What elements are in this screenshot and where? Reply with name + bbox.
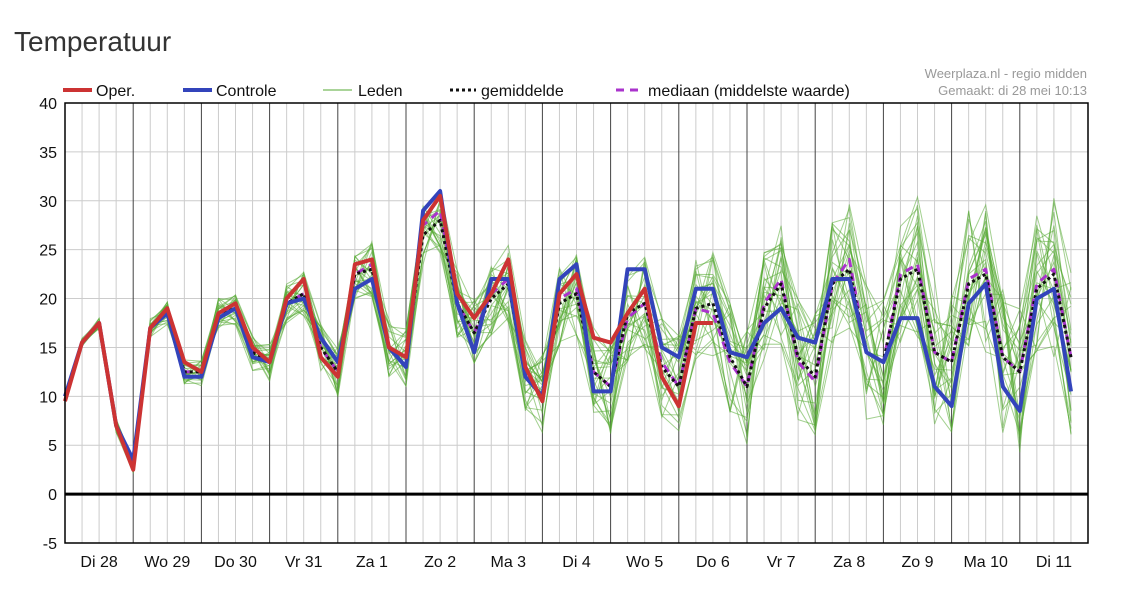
leden-member-line (64, 203, 1072, 459)
leden-member-line (64, 213, 1072, 462)
y-tick-label: 0 (48, 487, 57, 504)
series-line-mediaan (63, 209, 1073, 467)
x-tick-label: Zo 9 (901, 554, 933, 571)
series-line-controle (63, 189, 1073, 462)
y-tick-label: 30 (39, 194, 57, 211)
y-tick-label: 5 (48, 438, 57, 455)
x-tick-label: Ma 3 (491, 554, 527, 571)
y-tick-label: 40 (39, 96, 57, 113)
x-tick-label: Wo 5 (626, 554, 663, 571)
x-tick-label: Do 30 (214, 554, 257, 571)
x-tick-label: Za 8 (833, 554, 865, 571)
x-tick-label: Vr 31 (285, 554, 323, 571)
legend-label-oper: Oper. (96, 83, 135, 100)
x-tick-label: Do 6 (696, 554, 730, 571)
x-tick-label: Di 11 (1036, 554, 1072, 571)
axes: 40 35 30 25 20 15 10 5 0 -5 Di 28 Wo 29 Do 30 Vr 31 Za… (39, 96, 1089, 571)
leden-member-line (64, 207, 1072, 467)
legend-label-controle: Controle (216, 83, 277, 100)
x-tick-label: Za 1 (356, 554, 388, 571)
x-tick-label: Ma 10 (963, 554, 1008, 571)
legend-label-leden: Leden (358, 83, 403, 100)
legend: Oper. Controle Leden gemiddelde mediaan … (63, 66, 1087, 100)
page-title: Temperatuur (14, 26, 172, 57)
x-tick-label: Di 4 (562, 554, 591, 571)
series-line-oper (63, 193, 713, 472)
y-tick-label: -5 (43, 536, 57, 553)
legend-label-gemiddelde: gemiddelde (481, 83, 564, 100)
y-tick-label: 15 (39, 340, 57, 357)
y-tick-label: 35 (39, 145, 57, 162)
source-line-2: Gemaakt: di 28 mei 10:13 (938, 83, 1087, 98)
source-line-1: Weerplaza.nl - regio midden (925, 66, 1087, 81)
x-tick-label: Zo 2 (424, 554, 456, 571)
plot-border (64, 102, 1089, 544)
x-tick-label: Di 28 (80, 554, 117, 571)
x-tick-label: Vr 7 (767, 554, 796, 571)
leden-member-line (64, 198, 1072, 464)
y-tick-label: 10 (39, 389, 57, 406)
leden-member-line (64, 220, 1072, 472)
y-tick-label: 25 (39, 243, 57, 260)
main-series (63, 189, 1073, 472)
legend-label-mediaan: mediaan (middelste waarde) (648, 83, 850, 100)
x-tick-label: Wo 29 (144, 554, 190, 571)
y-tick-label: 20 (39, 292, 57, 309)
